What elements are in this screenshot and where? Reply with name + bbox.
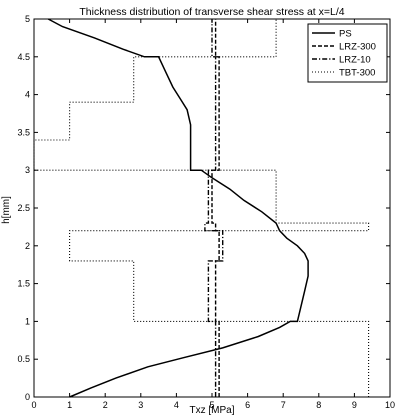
- x-tick-label: 3: [138, 400, 143, 410]
- series-line-lrz-10: [204, 19, 224, 397]
- y-tick-label: 0.5: [17, 354, 30, 364]
- x-axis-label: Txz [MPa]: [189, 405, 234, 416]
- legend-label-lrz-300: LRZ-300: [339, 42, 376, 53]
- x-tick-label: 10: [385, 400, 395, 410]
- y-tick-label: 0: [25, 392, 30, 402]
- y-tick-label: 5: [25, 14, 30, 24]
- y-tick-label: 4.5: [17, 52, 30, 62]
- x-tick-label: 7: [281, 400, 286, 410]
- legend-label-lrz-10: LRZ-10: [339, 55, 371, 66]
- x-tick-label: 9: [352, 400, 357, 410]
- y-tick-label: 2: [25, 241, 30, 251]
- plot-area: [33, 18, 370, 398]
- y-tick-label: 1.5: [17, 279, 30, 289]
- series-line-tbt-300: [33, 19, 370, 397]
- x-tick-label: 0: [31, 400, 36, 410]
- chart-title: Thickness distribution of transverse she…: [79, 6, 344, 18]
- x-tick-label: 8: [316, 400, 321, 410]
- legend-label-tbt-300: TBT-300: [339, 68, 375, 79]
- y-tick-label: 1: [25, 316, 30, 326]
- y-tick-label: 3: [25, 165, 30, 175]
- axes: 0 1 2 3 4 5 6 7 8 9 10 0 0.5 1 1.5 2 2.5 3 3.5 4 4.5 5: [17, 14, 395, 410]
- x-tick-label: 5: [209, 400, 214, 410]
- series-line-lrz-300: [211, 19, 220, 397]
- y-tick-label: 3.5: [17, 127, 30, 137]
- legend-label-ps: PS: [339, 29, 352, 40]
- x-tick-label: 1: [67, 400, 72, 410]
- x-tick-label: 4: [174, 400, 179, 410]
- y-tick-label: 4: [25, 90, 30, 100]
- x-tick-label: 2: [103, 400, 108, 410]
- y-tick-label: 2.5: [17, 203, 30, 213]
- y-axis-label: h[mm]: [1, 196, 12, 224]
- x-tick-label: 6: [245, 400, 250, 410]
- legend: PS LRZ-300 LRZ-10 TBT-300: [307, 23, 388, 83]
